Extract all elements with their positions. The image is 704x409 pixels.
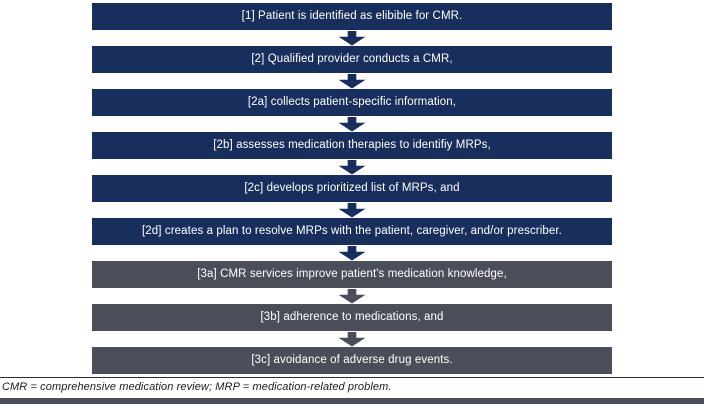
arrow-row: [92, 202, 612, 218]
flow-step-2: [2] Qualified provider conducts a CMR,: [92, 46, 612, 73]
down-arrow-icon: [338, 202, 366, 218]
down-arrow-icon: [338, 116, 366, 132]
arrow-row: [92, 288, 612, 304]
down-arrow-icon: [338, 159, 366, 175]
bottom-bar: [0, 398, 704, 404]
flow-step-2a: [2a] collects patient-specific informati…: [92, 89, 612, 116]
figure-footer: CMR = comprehensive medication review; M…: [0, 377, 704, 404]
flow-step-2d: [2d] creates a plan to resolve MRPs with…: [92, 218, 612, 245]
arrow-row: [92, 30, 612, 46]
flow-step-2b: [2b] assesses medication therapies to id…: [92, 132, 612, 159]
arrow-row: [92, 245, 612, 261]
arrow-row: [92, 159, 612, 175]
down-arrow-icon: [338, 331, 366, 347]
arrow-row: [92, 73, 612, 89]
down-arrow-icon: [338, 30, 366, 46]
flowchart: [1] Patient is identified as elibible fo…: [92, 3, 612, 374]
arrow-row: [92, 331, 612, 347]
down-arrow-icon: [338, 73, 366, 89]
flow-step-3b: [3b] adherence to medications, and: [92, 304, 612, 331]
footnote-text: CMR = comprehensive medication review; M…: [2, 381, 392, 393]
flow-step-3a: [3a] CMR services improve patient's medi…: [92, 261, 612, 288]
flow-step-1: [1] Patient is identified as elibible fo…: [92, 3, 612, 30]
arrow-row: [92, 116, 612, 132]
down-arrow-icon: [338, 245, 366, 261]
flow-step-3c: [3c] avoidance of adverse drug events.: [92, 347, 612, 374]
flow-step-2c: [2c] develops prioritized list of MRPs, …: [92, 175, 612, 202]
footnote-divider: [0, 377, 704, 378]
down-arrow-icon: [338, 288, 366, 304]
